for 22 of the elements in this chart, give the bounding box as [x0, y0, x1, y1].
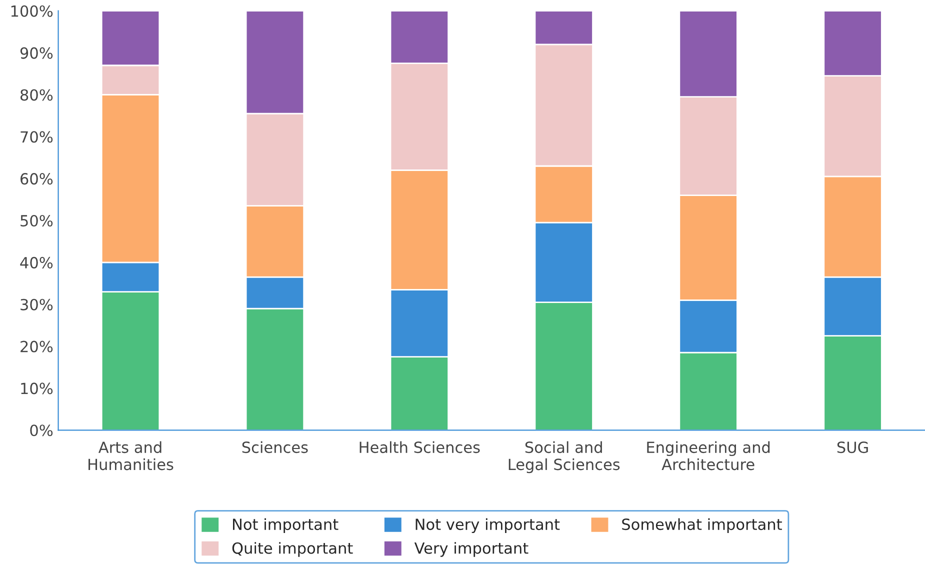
y-tick-label: 90% — [20, 47, 53, 59]
y-tick-label: 20% — [20, 340, 53, 352]
legend-label: Very important — [414, 542, 528, 557]
x-tick-label: Health Sciences — [360, 441, 480, 454]
y-tick-label: 40% — [20, 256, 53, 268]
legend-label: Not very important — [416, 518, 560, 534]
y-tick-label: 0% — [30, 424, 53, 436]
x-tick-label: Arts and Humanities — [88, 441, 174, 470]
y-tick-label: 70% — [20, 131, 53, 143]
y-tick-label: 80% — [20, 89, 53, 101]
legend-label: Not important — [233, 518, 338, 534]
legend-label: Somewhat important — [622, 518, 782, 534]
y-tick-label: 10% — [21, 382, 53, 394]
x-tick-label: Sciences — [242, 441, 308, 454]
x-tick-label: Social and Legal Sciences — [508, 441, 620, 474]
y-tick-label: 30% — [20, 298, 53, 310]
legend-label: Quite important — [232, 542, 353, 557]
x-tick-label: SUG — [837, 442, 868, 454]
y-tick-label: 50% — [20, 214, 53, 227]
y-tick-label: 60% — [20, 173, 53, 185]
x-tick-label: Engineering and Architecture — [647, 441, 770, 470]
y-tick-label: 100% — [11, 5, 53, 17]
